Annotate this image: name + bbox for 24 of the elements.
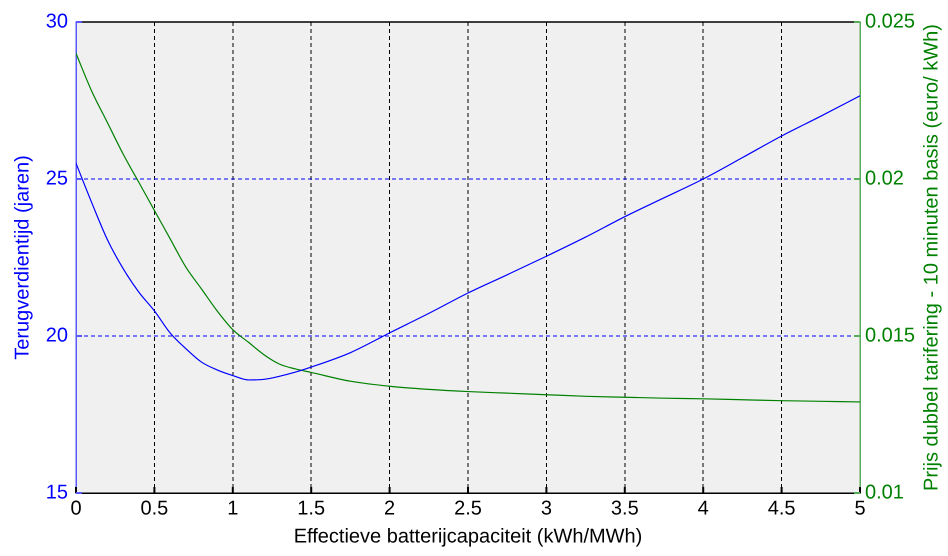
line-series: [76, 52, 860, 403]
x-tick-label: 3: [540, 498, 552, 520]
y2-tick-label: 0.02: [865, 168, 904, 190]
x-tick-label: 4.5: [768, 498, 796, 520]
line-series: [76, 95, 860, 381]
x-tick-label: 2.5: [454, 498, 482, 520]
x-tick-label: 1: [227, 498, 238, 520]
y-tick-label: 30: [46, 10, 68, 33]
x-tick-label: 4: [698, 498, 709, 520]
x-axis-title: Effectieve batterijcapaciteit (kWh/MWh): [294, 526, 642, 548]
y2-tick-label: 0.01: [865, 482, 904, 504]
x-tick-label: 2: [384, 498, 396, 520]
x-tick-label: 0.5: [140, 498, 168, 520]
y2-axis-title: Prijs dubbel tarifering - 10 minuten basis (euro/ kWh): [920, 24, 943, 491]
y-tick-label: 20: [46, 324, 68, 347]
y-tick-label: 25: [46, 168, 68, 190]
x-tick-label: 3.5: [610, 498, 639, 520]
x-tick-label: 5: [854, 498, 866, 520]
x-tick-label: 0: [70, 498, 82, 520]
y-tick-label: 15: [46, 482, 68, 504]
x-tick-label: 1.5: [297, 498, 326, 520]
y-axis-title: Terugverdientijd (jaren): [12, 155, 34, 360]
y2-tick-label: 0.025: [865, 10, 916, 33]
y2-tick-label: 0.015: [865, 324, 916, 347]
